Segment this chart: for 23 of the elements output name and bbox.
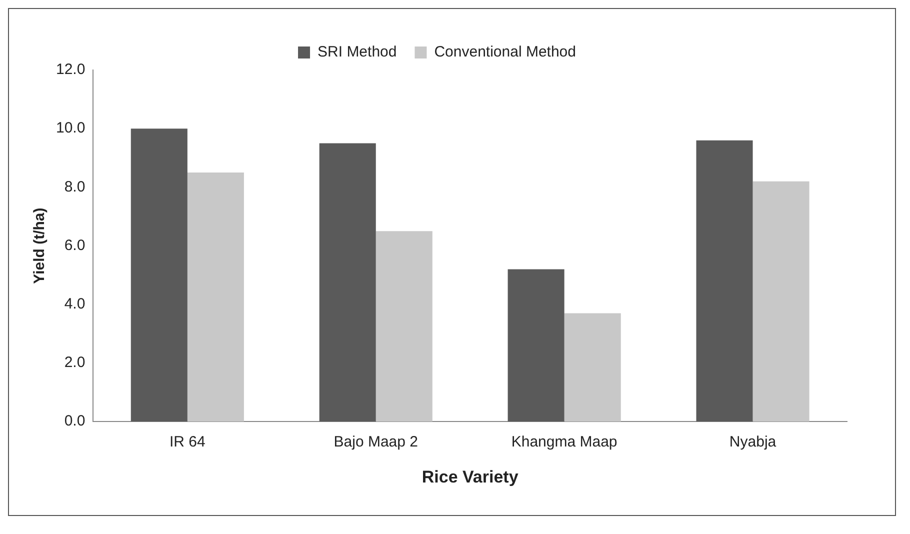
legend-label: SRI Method bbox=[318, 44, 397, 61]
bar bbox=[564, 313, 621, 422]
y-tick-label: 0.0 bbox=[64, 412, 86, 430]
x-axis-title: Rice Variety bbox=[422, 467, 519, 486]
y-tick-label: 6.0 bbox=[64, 236, 86, 254]
y-tick-label: 12.0 bbox=[56, 61, 86, 78]
y-tick-label: 4.0 bbox=[64, 296, 86, 313]
bar bbox=[187, 172, 244, 422]
bar bbox=[130, 128, 188, 422]
y-tick-label: 10.0 bbox=[56, 120, 86, 137]
x-tick-label: Khangma Maap bbox=[511, 434, 618, 451]
bar bbox=[376, 231, 432, 422]
x-tick-label: IR 64 bbox=[169, 434, 206, 451]
x-tick-label: Nyabja bbox=[729, 434, 777, 451]
x-tick-label: Bajo Maap 2 bbox=[334, 434, 418, 451]
bar bbox=[508, 269, 564, 422]
bar bbox=[752, 181, 810, 422]
y-tick-label: 2.0 bbox=[64, 354, 86, 372]
legend-label: Conventional Method bbox=[434, 44, 576, 61]
y-tick-label: 8.0 bbox=[64, 178, 86, 196]
bar bbox=[319, 143, 376, 422]
bar bbox=[696, 140, 753, 422]
y-axis-title: Yield (t/ha) bbox=[31, 208, 48, 284]
